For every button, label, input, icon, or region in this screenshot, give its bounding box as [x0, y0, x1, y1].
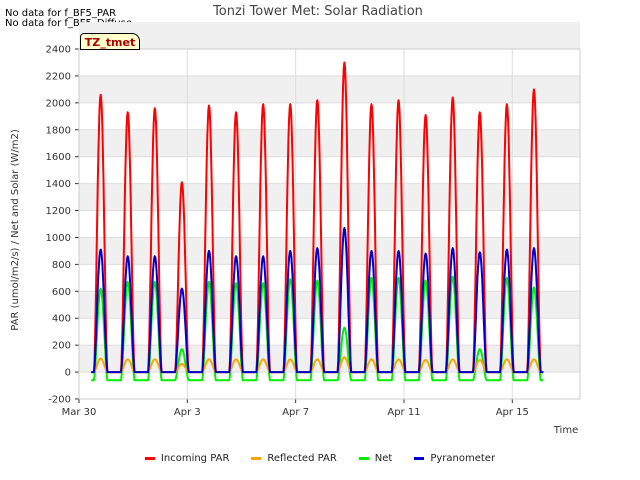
- series-line-reflected-par: [91, 356, 544, 374]
- grid-band: [79, 183, 580, 211]
- x-tick-label: Apr 7: [282, 407, 309, 418]
- y-tick-label: 1800: [46, 125, 71, 136]
- x-axis-title: Time: [553, 425, 578, 436]
- grid-band: [79, 75, 580, 103]
- grid-band: [79, 237, 580, 265]
- y-tick-label: 2000: [46, 98, 71, 109]
- site-tag: TZ_tmet: [80, 33, 140, 50]
- legend: Incoming PAR Reflected PAR Net Pyranomet…: [0, 453, 640, 464]
- plot-background-bands: [79, 22, 580, 399]
- legend-item-reflected-par: Reflected PAR: [251, 453, 337, 464]
- legend-label-reflected-par: Reflected PAR: [267, 453, 337, 464]
- legend-item-incoming-par: Incoming PAR: [144, 453, 230, 464]
- x-tick-label: Mar 30: [62, 407, 97, 418]
- y-tick-label: 1400: [46, 179, 71, 190]
- legend-swatch-net: [358, 457, 369, 460]
- x-tick-label: Apr 11: [387, 407, 420, 418]
- plot-area: [79, 49, 580, 399]
- no-data-note-par: No data for f_BF5_PAR: [5, 8, 117, 19]
- y-tick-label: 1600: [46, 152, 71, 163]
- grid-band: [79, 291, 580, 319]
- plot-frame: [78, 48, 581, 400]
- y-tick-label: 800: [52, 260, 71, 271]
- legend-swatch-pyranometer: [414, 457, 425, 460]
- y-tick-label: 200: [52, 341, 71, 352]
- y-tick-label: 1200: [46, 206, 71, 217]
- y-tick-label: -200: [48, 395, 71, 406]
- y-tick-label: 400: [52, 314, 71, 325]
- no-data-note-diffuse: No data for f_BF5_Diffuse: [5, 18, 132, 29]
- axes: -200 0 200 400 600 800 1000 1200 1400 1600 1800 200…: [46, 45, 581, 418]
- grid-band: [79, 129, 580, 157]
- series-line-incoming-par: [91, 61, 544, 374]
- legend-swatch-reflected-par: [251, 457, 262, 460]
- legend-label-pyranometer: Pyranometer: [430, 453, 496, 464]
- chart-title: Tonzi Tower Met: Solar Radiation: [212, 4, 423, 19]
- y-tick-label: 2400: [46, 45, 71, 56]
- y-tick-label: 0: [65, 368, 71, 379]
- y-tick-label: 2200: [46, 71, 71, 82]
- x-tick-label: Apr 15: [496, 407, 529, 418]
- x-tick-label: Apr 3: [174, 407, 201, 418]
- legend-label-incoming-par: Incoming PAR: [160, 453, 230, 464]
- y-tick-label: 600: [52, 287, 71, 298]
- legend-item-net: Net: [358, 453, 393, 464]
- y-tick-label: 1000: [46, 233, 71, 244]
- legend-item-pyranometer: Pyranometer: [414, 453, 495, 464]
- series-line-pyranometer: [91, 227, 544, 374]
- legend-label-net: Net: [374, 453, 393, 464]
- y-axis-title: PAR (umol/m2/s) / Net and Solar (W/m2): [10, 129, 21, 331]
- grid-band: [79, 345, 580, 373]
- grid-band: [79, 22, 580, 49]
- series-layer: [91, 61, 544, 382]
- legend-swatch-incoming-par: [144, 457, 155, 460]
